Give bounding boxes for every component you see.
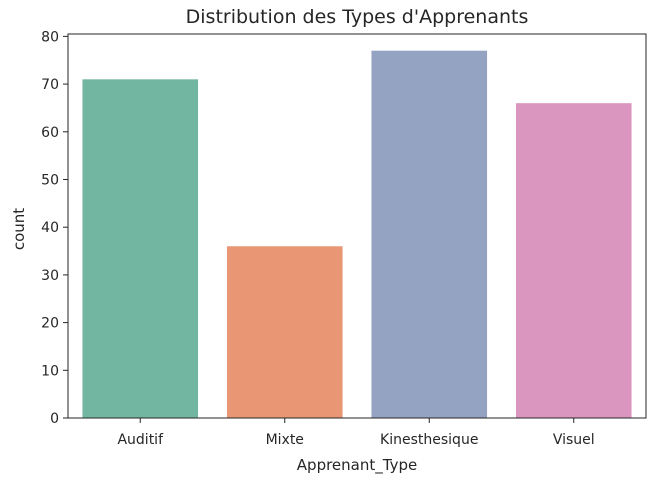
bar-mixte: [226, 246, 343, 418]
x-tick-label: Visuel: [553, 432, 595, 448]
x-axis-label: Apprenant_Type: [297, 456, 417, 475]
y-tick-label: 80: [41, 29, 59, 45]
y-axis-label: count: [10, 208, 28, 250]
x-tick-label: Kinesthesique: [380, 432, 478, 448]
y-tick-label: 30: [41, 268, 59, 284]
bar-auditif: [82, 79, 199, 418]
y-tick-label: 10: [41, 363, 59, 379]
plot-frame: [67, 33, 647, 419]
chart-title: Distribution des Types d'Apprenants: [186, 6, 529, 28]
bar-visuel: [515, 103, 632, 419]
x-axis: Auditif Mixte Kinesthesique Visuel: [117, 418, 595, 448]
bars-layer: [82, 50, 632, 419]
y-tick-label: 60: [41, 125, 59, 141]
x-tick-label: Mixte: [266, 432, 304, 448]
y-axis: 0 10 20 30 40 50 60 70 80: [41, 29, 68, 427]
y-tick-label: 40: [41, 220, 59, 236]
y-tick-label: 50: [41, 172, 59, 188]
y-tick-label: 0: [50, 411, 59, 427]
y-tick-label: 20: [41, 316, 59, 332]
x-tick-label: Auditif: [117, 432, 164, 448]
y-tick-label: 70: [41, 77, 59, 93]
bar-kinesthesique: [371, 50, 488, 419]
